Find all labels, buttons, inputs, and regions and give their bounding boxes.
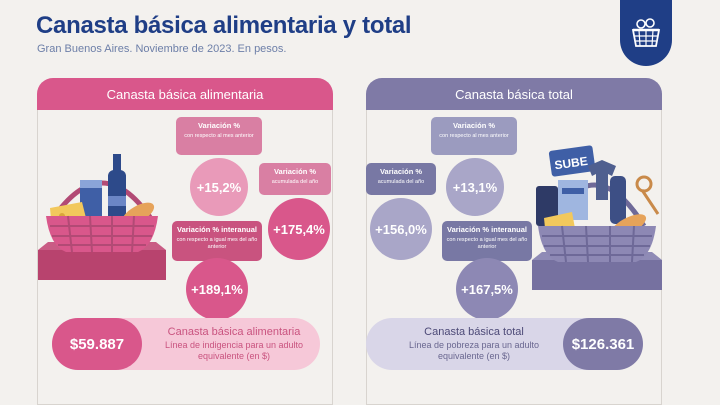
cba-accumulated-title: Variación % (273, 167, 317, 176)
cba-monthly-title: Variación % (197, 121, 241, 130)
cba-interannual-title: Variación % interanual (176, 225, 258, 234)
cba-price: $59.887 (52, 318, 142, 370)
cba-interannual-value: +189,1% (186, 258, 248, 320)
cba-accumulated-label: Variación % acumulada del año (259, 163, 331, 195)
cba-interannual-sub: con respecto a igual mes del año anterio… (176, 237, 258, 250)
cba-summary-text: Canasta básica alimentaria Línea de indi… (150, 326, 318, 362)
logo-badge (620, 0, 672, 66)
cbt-price: $126.361 (563, 318, 643, 370)
cbt-monthly-value: +13,1% (446, 158, 504, 216)
cba-summary-title: Canasta básica alimentaria (167, 326, 301, 338)
total-basket-illustration: SUBE (532, 145, 662, 290)
cba-monthly-sub: con respecto al mes anterior (184, 133, 254, 139)
food-basket-illustration (38, 154, 166, 280)
cbt-monthly-title: Variación % (452, 121, 496, 130)
cba-interannual-label: Variación % interanual con respecto a ig… (172, 221, 262, 261)
cba-panel-header: Canasta básica alimentaria (37, 78, 333, 110)
cbt-accumulated-label: Variación % acumulada del año (366, 163, 436, 195)
cbt-monthly-sub: con respecto al mes anterior (439, 133, 509, 139)
cbt-interannual-value: +167,5% (456, 258, 518, 320)
cbt-interannual-label: Variación % interanual con respecto a ig… (442, 221, 532, 261)
page-subtitle: Gran Buenos Aires. Noviembre de 2023. En… (37, 43, 287, 55)
cbt-interannual-sub: con respecto a igual mes del año anterio… (446, 237, 528, 250)
cba-monthly-value: +15,2% (190, 158, 248, 216)
svg-text:SUBE: SUBE (554, 154, 589, 173)
cba-summary-sub: Línea de indigencia para un adulto equiv… (164, 340, 304, 361)
cbt-panel-header: Canasta básica total (366, 78, 662, 110)
cba-accumulated-sub: acumulada del año (271, 179, 319, 185)
cbt-summary-text: Canasta básica total Línea de pobreza pa… (392, 326, 556, 362)
cbt-accumulated-sub: acumulada del año (377, 179, 425, 185)
cba-monthly-label: Variación % con respecto al mes anterior (176, 117, 262, 155)
shopping-basket-icon (631, 18, 661, 47)
cbt-accumulated-title: Variación % (379, 167, 423, 176)
cbt-summary-title: Canasta básica total (424, 326, 524, 338)
page-title: Canasta básica alimentaria y total (36, 12, 412, 39)
cba-accumulated-value: +175,4% (268, 198, 330, 260)
cbt-accumulated-value: +156,0% (370, 198, 432, 260)
cbt-summary-sub: Línea de pobreza para un adulto equivale… (408, 340, 540, 361)
cbt-interannual-title: Variación % interanual (446, 225, 528, 234)
cbt-monthly-label: Variación % con respecto al mes anterior (431, 117, 517, 155)
